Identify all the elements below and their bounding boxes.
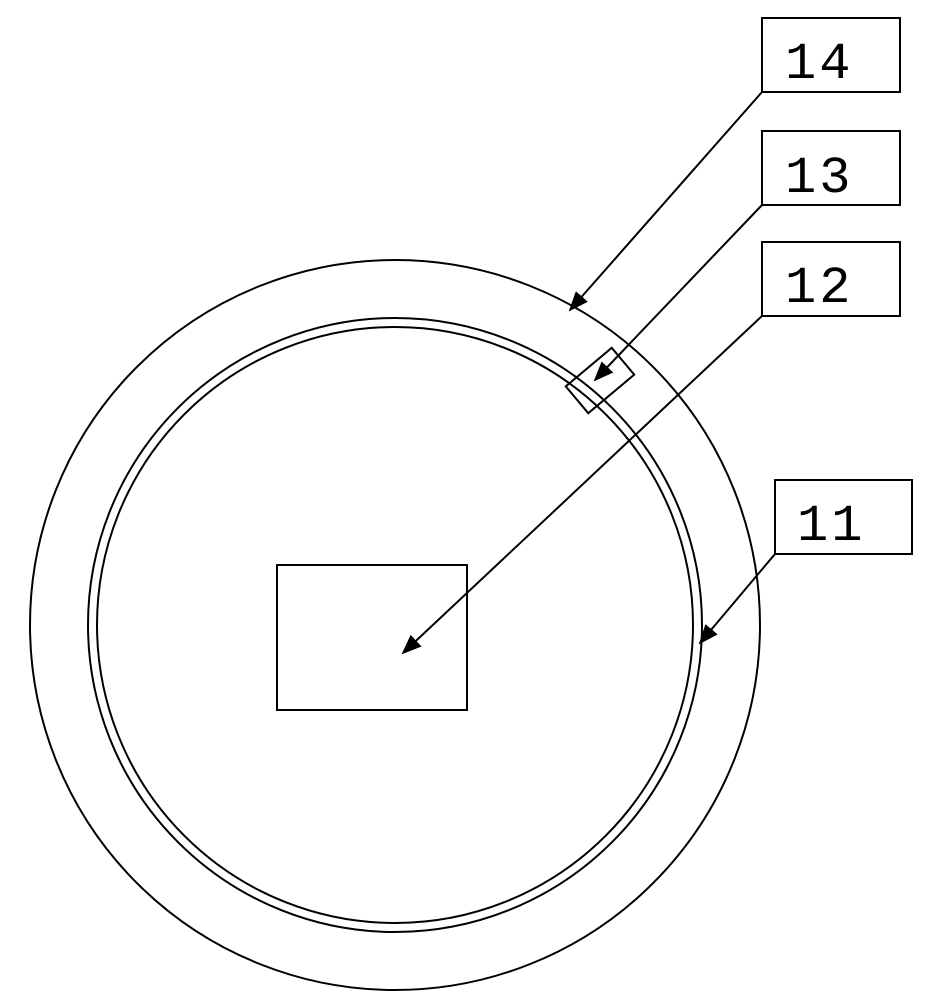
label-11: 11 [797,497,865,556]
small-rect [566,348,634,413]
center-rect [277,565,467,710]
leader-line-14 [570,92,762,310]
label-12: 12 [785,259,853,318]
label-14: 14 [785,35,853,94]
label-13: 13 [785,149,853,208]
leader-line-13 [595,205,762,380]
leader-line-11 [700,554,775,643]
inner-ring-inner [97,327,693,923]
technical-diagram: 14 13 12 11 [0,0,936,1000]
diagram-container: 14 13 12 11 [0,0,936,1000]
inner-ring-outer [88,318,702,932]
leader-line-12 [403,316,762,653]
outer-ring [30,260,760,990]
